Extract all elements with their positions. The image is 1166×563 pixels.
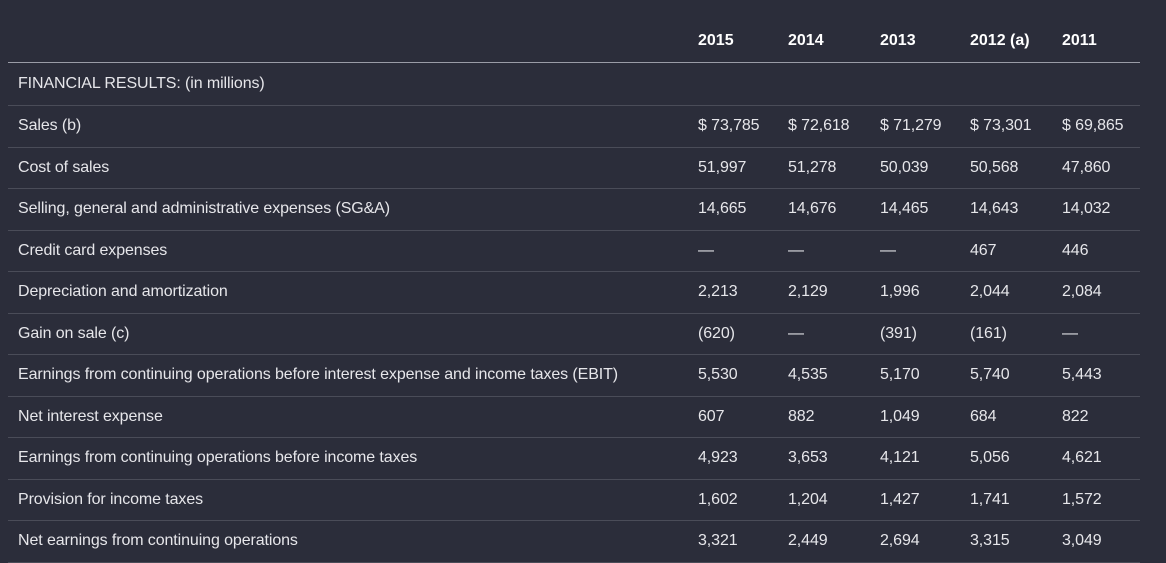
value-cell: 2,213 [688,271,778,314]
value-cell: 47,860 [1052,147,1140,189]
value-cell: 14,676 [778,188,870,231]
empty-cell [1052,62,1140,106]
value-cell: 1,049 [870,396,960,438]
value-cell: 50,039 [870,147,960,189]
value-cell: 3,049 [1052,520,1140,563]
header-year-cell: 2014 [778,20,870,63]
table-row: Selling, general and administrative expe… [8,188,1140,231]
value-cell: 684 [960,396,1052,438]
value-cell: 50,568 [960,147,1052,189]
row-label: Sales (b) [8,105,688,148]
section-title: FINANCIAL RESULTS: (in millions) [8,62,688,106]
row-label: Gain on sale (c) [8,313,688,355]
value-cell: — [870,230,960,272]
row-label: Earnings from continuing operations befo… [8,437,688,480]
value-cell: 1,572 [1052,479,1140,521]
value-cell: 3,321 [688,520,778,563]
value-cell: 51,278 [778,147,870,189]
value-cell: 2,449 [778,520,870,563]
value-cell: 14,643 [960,188,1052,231]
value-cell: — [1052,313,1140,355]
value-cell: $ 72,618 [778,105,870,148]
value-cell: 5,530 [688,354,778,397]
value-cell: 822 [1052,396,1140,438]
financial-table-container: 2015 2014 2013 2012 (a) 2011 FINANCIAL R… [8,20,1140,563]
row-label: Cost of sales [8,147,688,189]
value-cell: $ 73,785 [688,105,778,148]
table-row: Earnings from continuing operations befo… [8,354,1140,397]
row-label: Earnings from continuing operations befo… [8,354,688,397]
empty-cell [688,62,778,106]
value-cell: $ 69,865 [1052,105,1140,148]
value-cell: (391) [870,313,960,355]
value-cell: 5,443 [1052,354,1140,397]
value-cell: 882 [778,396,870,438]
value-cell: 446 [1052,230,1140,272]
empty-cell [960,62,1052,106]
value-cell: 1,204 [778,479,870,521]
value-cell: 1,996 [870,271,960,314]
value-cell: — [778,313,870,355]
value-cell: 14,465 [870,188,960,231]
value-cell: (161) [960,313,1052,355]
value-cell: 467 [960,230,1052,272]
value-cell: 14,665 [688,188,778,231]
table-row: Cost of sales 51,997 51,278 50,039 50,568 47,… [8,147,1140,189]
value-cell: 3,315 [960,520,1052,563]
value-cell: 5,740 [960,354,1052,397]
value-cell: 5,056 [960,437,1052,480]
header-year-cell: 2012 (a) [960,20,1052,63]
table-row: Provision for income taxes 1,602 1,204 1,42… [8,479,1140,521]
value-cell: 2,044 [960,271,1052,314]
header-year-cell: 2015 [688,20,778,63]
value-cell: 4,121 [870,437,960,480]
value-cell: 2,694 [870,520,960,563]
value-cell: — [688,230,778,272]
value-cell: 2,084 [1052,271,1140,314]
value-cell: 607 [688,396,778,438]
row-label: Credit card expenses [8,230,688,272]
table-row: Net interest expense 607 882 1,049 684 822 [8,396,1140,438]
section-title-row: FINANCIAL RESULTS: (in millions) [8,62,1140,106]
header-year-cell: 2011 [1052,20,1140,63]
table-row: Sales (b) $ 73,785 $ 72,618 $ 71,279 $ 73,30… [8,105,1140,148]
row-label: Net interest expense [8,396,688,438]
header-year-cell: 2013 [870,20,960,63]
empty-cell [778,62,870,106]
table-row: Credit card expenses — — —467 446 [8,230,1140,272]
value-cell: 51,997 [688,147,778,189]
value-cell: 4,621 [1052,437,1140,480]
value-cell: 5,170 [870,354,960,397]
empty-cell [870,62,960,106]
table-row: Depreciation and amortization 2,213 2,129 1… [8,271,1140,314]
row-label: Provision for income taxes [8,479,688,521]
value-cell: 2,129 [778,271,870,314]
table-row: Net earnings from continuing operations 3… [8,520,1140,563]
header-label-cell [8,20,688,63]
value-cell: (620) [688,313,778,355]
value-cell: $ 73,301 [960,105,1052,148]
table-header-row: 2015 2014 2013 2012 (a) 2011 [8,20,1140,63]
row-label: Net earnings from continuing operations [8,520,688,563]
value-cell: 1,602 [688,479,778,521]
table-row: Earnings from continuing operations befo… [8,437,1140,480]
table-row: Gain on sale (c) (620) — (391) (161) — [8,313,1140,355]
value-cell: 1,427 [870,479,960,521]
row-label: Selling, general and administrative expe… [8,188,688,231]
value-cell: $ 71,279 [870,105,960,148]
value-cell: 14,032 [1052,188,1140,231]
value-cell: 1,741 [960,479,1052,521]
value-cell: 4,923 [688,437,778,480]
value-cell: — [778,230,870,272]
value-cell: 4,535 [778,354,870,397]
value-cell: 3,653 [778,437,870,480]
financial-results-table: 2015 2014 2013 2012 (a) 2011 FINANCIAL R… [8,20,1140,563]
row-label: Depreciation and amortization [8,271,688,314]
